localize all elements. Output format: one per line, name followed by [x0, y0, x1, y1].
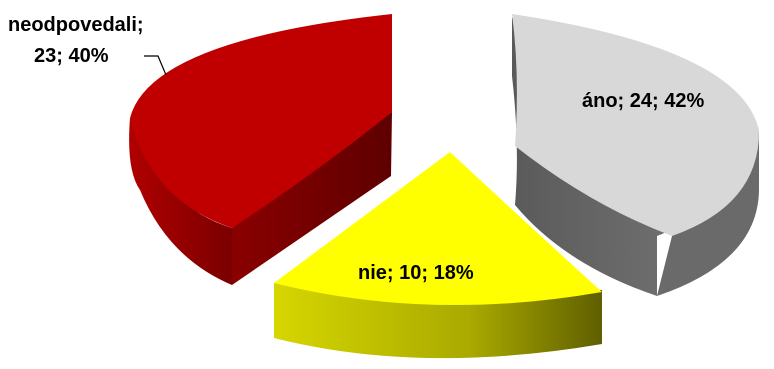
label-neodpovedali-line2: 23; 40% — [34, 45, 109, 67]
slice-neodpovedali-front — [232, 112, 392, 285]
slice-neodpovedali-top — [130, 14, 392, 228]
label-nie: nie; 10; 18% — [358, 262, 474, 284]
slice-ano-front — [657, 130, 760, 296]
label-ano: áno; 24; 42% — [582, 90, 704, 112]
slice-neodpovedali-side — [129, 118, 232, 285]
slice-ano-top — [512, 14, 760, 236]
slice-nie-top — [274, 152, 602, 306]
label-neodpovedali-line1: neodpovedali; — [8, 14, 144, 36]
label-neodpovedali-leader — [144, 55, 167, 76]
